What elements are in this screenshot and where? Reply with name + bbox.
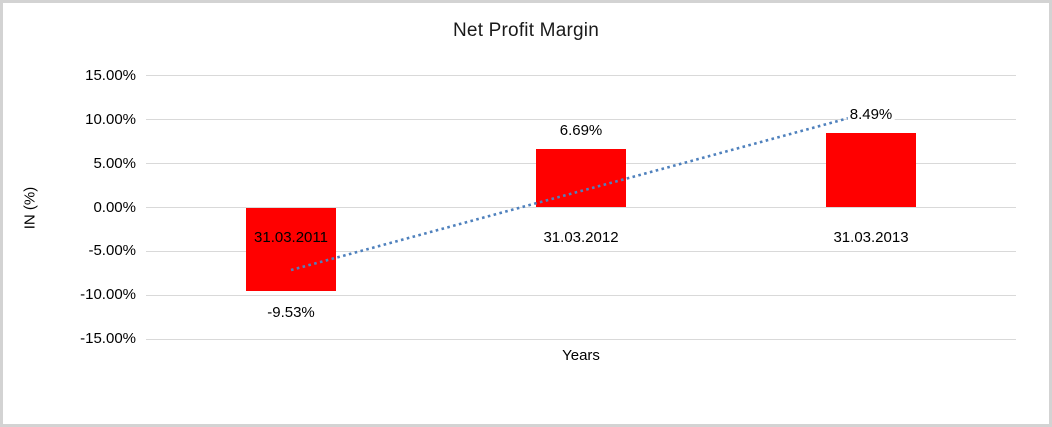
- y-tick-label: 5.00%: [93, 154, 136, 172]
- y-tick-label: 0.00%: [93, 198, 136, 216]
- bar-31.03.2011: [246, 207, 336, 292]
- chart-title: Net Profit Margin: [453, 20, 599, 41]
- bar-31.03.2012: [536, 148, 626, 208]
- y-tick-label: -5.00%: [88, 242, 136, 260]
- y-tick-label: -10.00%: [80, 286, 136, 304]
- gridline: [146, 75, 1016, 77]
- category-label: 31.03.2012: [543, 229, 619, 246]
- gridline: [146, 294, 1016, 296]
- gridline: [146, 338, 1016, 340]
- y-tick-label: -15.00%: [80, 330, 136, 348]
- data-label: 8.49%: [847, 106, 895, 124]
- gridline: [146, 207, 1016, 208]
- y-tick-label: 10.00%: [85, 110, 136, 128]
- bar-31.03.2013: [826, 133, 916, 208]
- y-tick-label: 15.00%: [85, 66, 136, 84]
- x-axis-title: Years: [562, 347, 600, 364]
- category-label: 31.03.2013: [833, 229, 909, 246]
- gridline: [146, 250, 1016, 252]
- trendline: [290, 110, 872, 272]
- data-label: 6.69%: [557, 121, 605, 139]
- gridline: [146, 119, 1016, 121]
- category-label: 31.03.2011: [254, 229, 328, 246]
- data-label: -9.53%: [265, 304, 317, 322]
